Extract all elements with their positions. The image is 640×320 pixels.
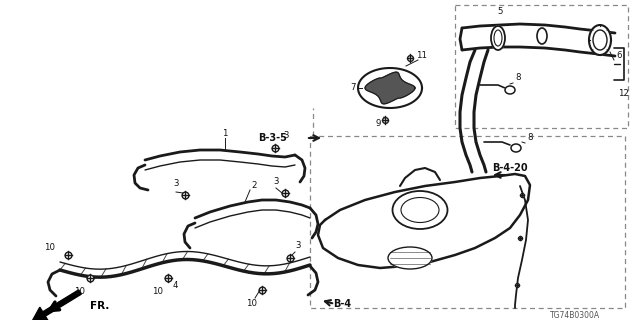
Text: FR.: FR. [90, 301, 109, 311]
Ellipse shape [388, 247, 432, 269]
Text: 10: 10 [74, 287, 86, 297]
Text: 10: 10 [246, 300, 257, 308]
Text: 2: 2 [252, 181, 257, 190]
Text: 6: 6 [616, 52, 621, 60]
Text: 10: 10 [45, 244, 56, 252]
Text: 3: 3 [295, 242, 301, 251]
Text: 9: 9 [375, 118, 381, 127]
Text: 1: 1 [222, 129, 228, 138]
Text: 8: 8 [515, 74, 521, 83]
Text: 8: 8 [527, 132, 532, 141]
Text: 11: 11 [417, 52, 428, 60]
Ellipse shape [589, 25, 611, 55]
Text: 3: 3 [173, 179, 179, 188]
Text: 7: 7 [350, 84, 356, 92]
Bar [455, 5, 628, 128]
Text: 5: 5 [497, 7, 503, 17]
Bar [310, 136, 625, 308]
Text: B-4: B-4 [333, 299, 351, 309]
Text: 3: 3 [284, 132, 289, 140]
Ellipse shape [392, 191, 447, 229]
Text: B-4-20: B-4-20 [492, 163, 528, 173]
Text: B-3-5: B-3-5 [259, 133, 287, 143]
Ellipse shape [491, 26, 505, 50]
Ellipse shape [505, 86, 515, 94]
Text: 10: 10 [152, 287, 163, 297]
Ellipse shape [511, 144, 521, 152]
Text: 4: 4 [172, 282, 178, 291]
Text: 12: 12 [618, 89, 630, 98]
Text: 3: 3 [273, 178, 279, 187]
Text: TG74B0300A: TG74B0300A [550, 310, 600, 319]
Polygon shape [365, 72, 415, 104]
FancyArrow shape [32, 290, 81, 320]
Ellipse shape [537, 28, 547, 44]
